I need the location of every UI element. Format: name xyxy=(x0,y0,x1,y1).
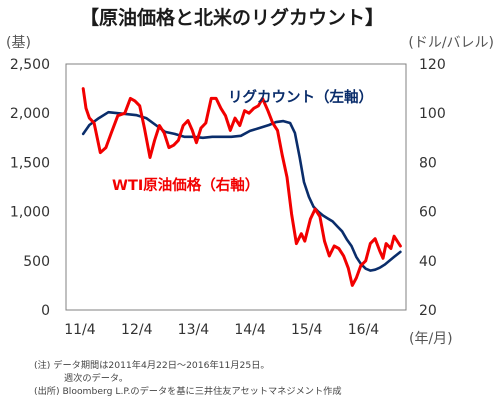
right-axis-unit: (ドル/バレル) xyxy=(408,35,494,51)
x-axis: 11/4 12/4 13/4 14/4 15/4 16/4 xyxy=(64,322,379,338)
right-tick-label: 120 xyxy=(419,57,446,73)
wti-price-line xyxy=(81,87,402,287)
right-axis: 20 40 60 80 100 120 xyxy=(419,57,446,319)
x-tick-label: 11/4 xyxy=(64,322,96,338)
series-label-wti: WTI原油価格（右軸） xyxy=(112,176,259,194)
series-layer xyxy=(81,87,402,287)
right-tick-label: 60 xyxy=(419,205,437,221)
x-tick-label: 14/4 xyxy=(234,322,266,338)
right-tick-label: 20 xyxy=(419,303,437,319)
x-tick-label: 13/4 xyxy=(178,322,210,338)
series-label-rig-count: リグカウント（左軸） xyxy=(228,88,373,106)
left-axis-unit: (基) xyxy=(6,34,31,51)
right-tick-label: 100 xyxy=(419,106,446,122)
left-tick-label: 500 xyxy=(23,254,50,270)
right-tick-label: 40 xyxy=(419,254,437,270)
right-tick-label: 80 xyxy=(419,155,437,171)
left-tick-label: 1,500 xyxy=(10,155,50,171)
left-tick-label: 2,000 xyxy=(10,106,50,122)
x-axis-unit: (年/月) xyxy=(409,331,453,347)
note-line-2: 週次のデータ。 xyxy=(64,372,128,384)
x-tick-label: 16/4 xyxy=(348,322,380,338)
left-axis: 0 500 1,000 1,500 2,000 2,500 xyxy=(10,57,50,319)
left-tick-label: 0 xyxy=(41,303,50,319)
x-tick-label: 15/4 xyxy=(291,322,323,338)
left-tick-label: 1,000 xyxy=(10,205,50,221)
x-tick-label: 12/4 xyxy=(121,322,153,338)
note-line-1: (注) データ期間は2011年4月22日～2016年11月25日。 xyxy=(34,359,270,371)
left-tick-label: 2,500 xyxy=(10,57,50,73)
chart-title: 【原油価格と北米のリグカウント】 xyxy=(80,6,384,29)
note-source: (出所) Bloomberg L.P.のデータを基に三井住友アセットマネジメント… xyxy=(34,385,342,397)
